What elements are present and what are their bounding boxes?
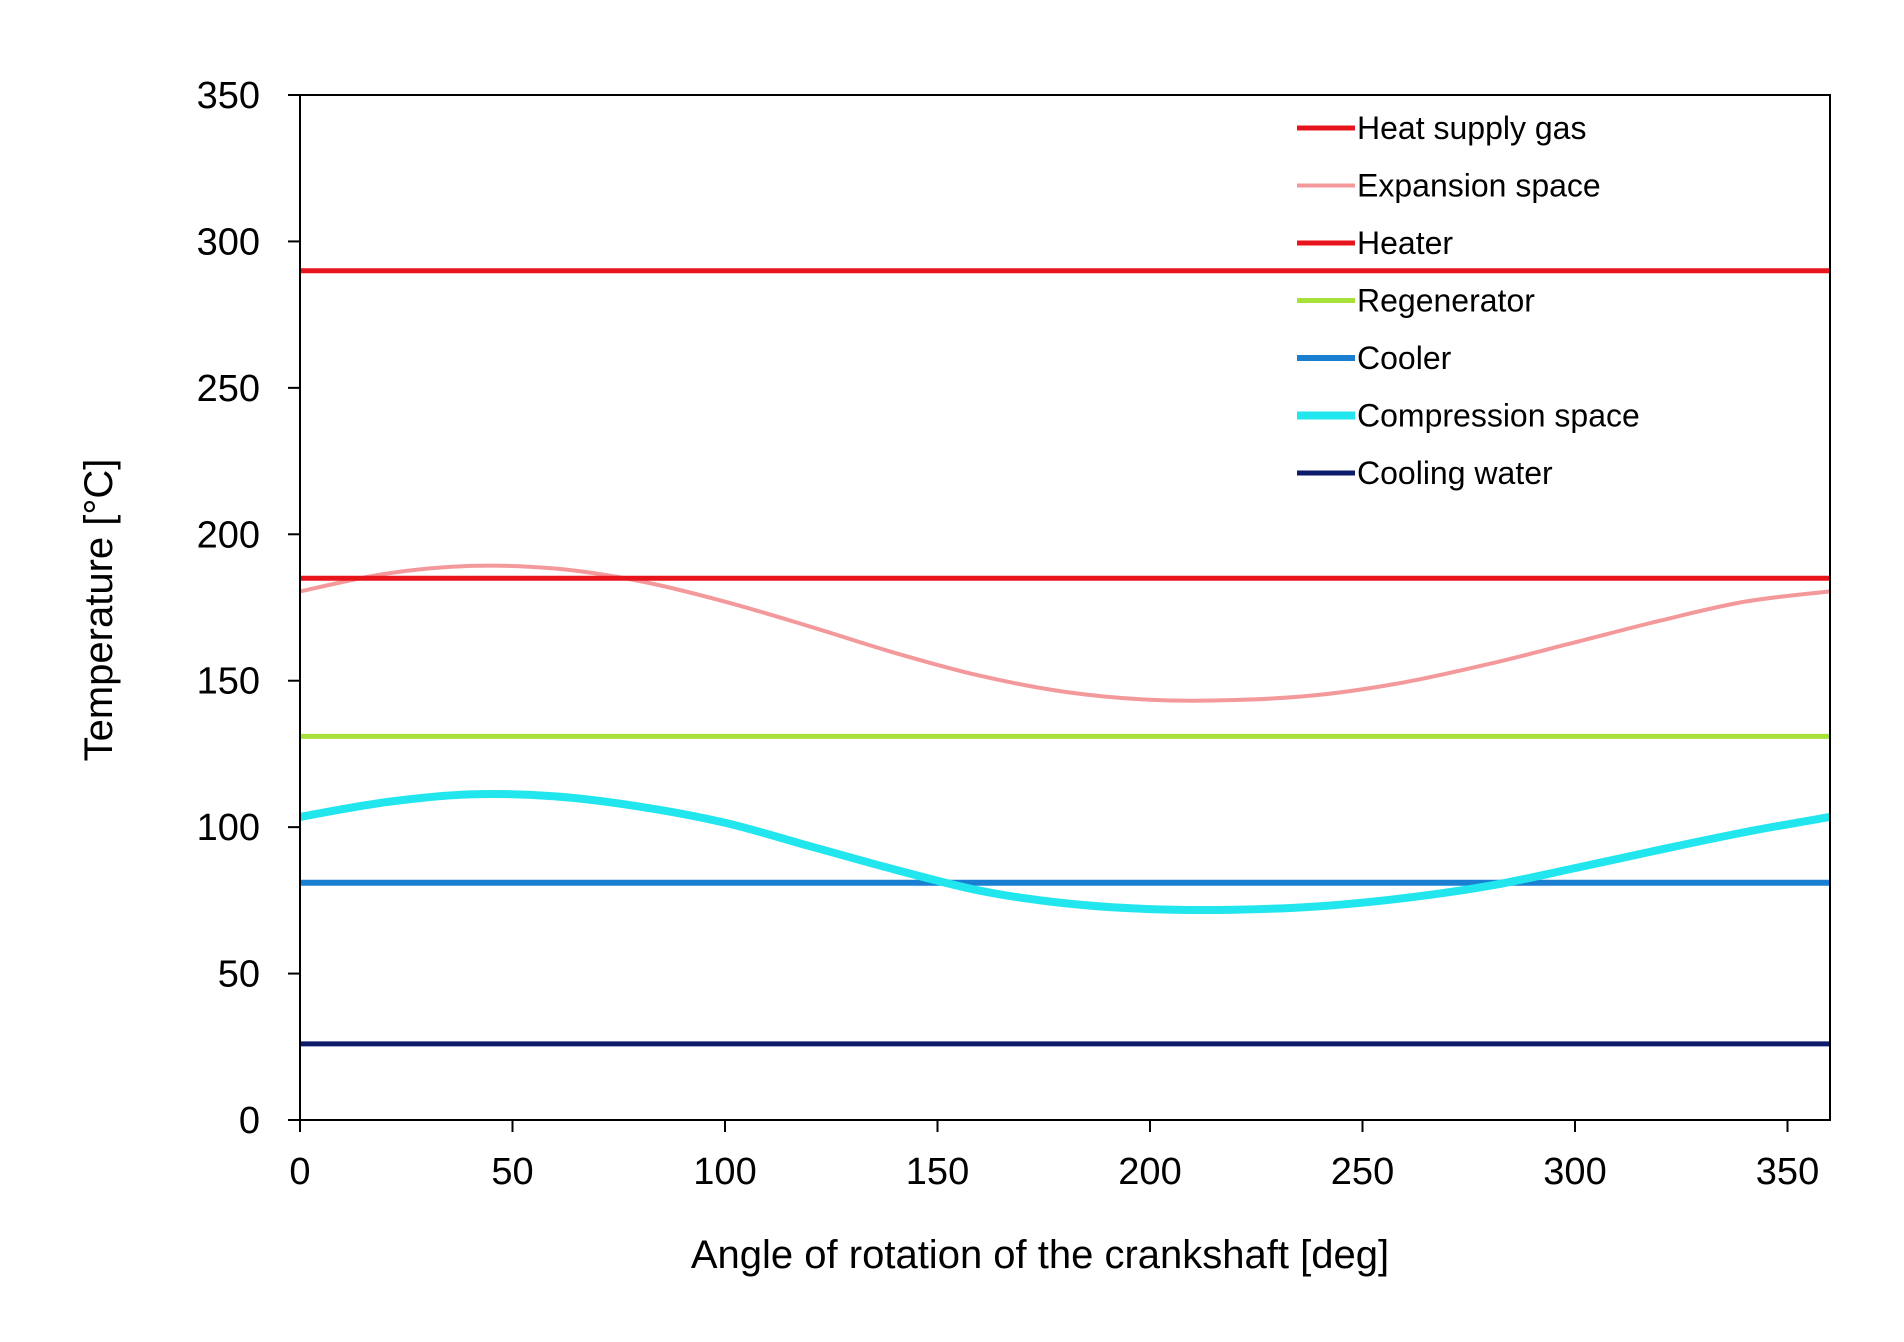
plot-area <box>299 94 1831 1121</box>
y-tick-label-7: 350 <box>197 75 260 117</box>
plot-frame <box>299 94 1831 1121</box>
x-tick-label-2: 100 <box>693 1151 756 1193</box>
y-axis: 0 50 100 150 200 250 300 350 <box>197 75 300 1142</box>
legend: Heat supply gas Expansion space Heater Rege… <box>1297 110 1640 491</box>
x-tick-label-4: 200 <box>1118 1151 1181 1193</box>
legend-label-regenerator: Regenerator <box>1357 283 1535 319</box>
x-tick-label-7: 350 <box>1756 1151 1819 1193</box>
x-axis-title: Angle of rotation of the crankshaft [deg… <box>691 1233 1389 1277</box>
x-tick-label-0: 0 <box>289 1151 310 1193</box>
series-layer <box>299 268 1831 1047</box>
y-tick-label-4: 200 <box>197 514 260 556</box>
series-line-compression-space <box>299 789 1831 915</box>
series-line-expansion-space <box>299 563 1831 703</box>
x-axis: 0 50 100 150 200 250 300 350 <box>289 1120 1819 1193</box>
y-tick-label-1: 50 <box>218 954 260 996</box>
legend-label-cooling-water: Cooling water <box>1357 455 1553 491</box>
y-axis-title: Temperature [°C] <box>77 459 121 762</box>
legend-label-compression-space: Compression space <box>1357 398 1640 434</box>
y-tick-label-5: 250 <box>197 368 260 410</box>
legend-label-heater: Heater <box>1357 225 1453 261</box>
y-tick-label-6: 300 <box>197 221 260 263</box>
x-tick-label-6: 300 <box>1543 1151 1606 1193</box>
x-tick-label-3: 150 <box>906 1151 969 1193</box>
y-tick-label-0: 0 <box>239 1100 260 1142</box>
y-tick-label-3: 150 <box>197 661 260 703</box>
legend-label-cooler: Cooler <box>1357 340 1452 376</box>
x-tick-label-1: 50 <box>491 1151 533 1193</box>
legend-label-expansion-space: Expansion space <box>1357 168 1601 204</box>
x-tick-label-5: 250 <box>1331 1151 1394 1193</box>
y-tick-label-2: 100 <box>197 807 260 849</box>
legend-label-heat-supply-gas: Heat supply gas <box>1357 110 1586 146</box>
